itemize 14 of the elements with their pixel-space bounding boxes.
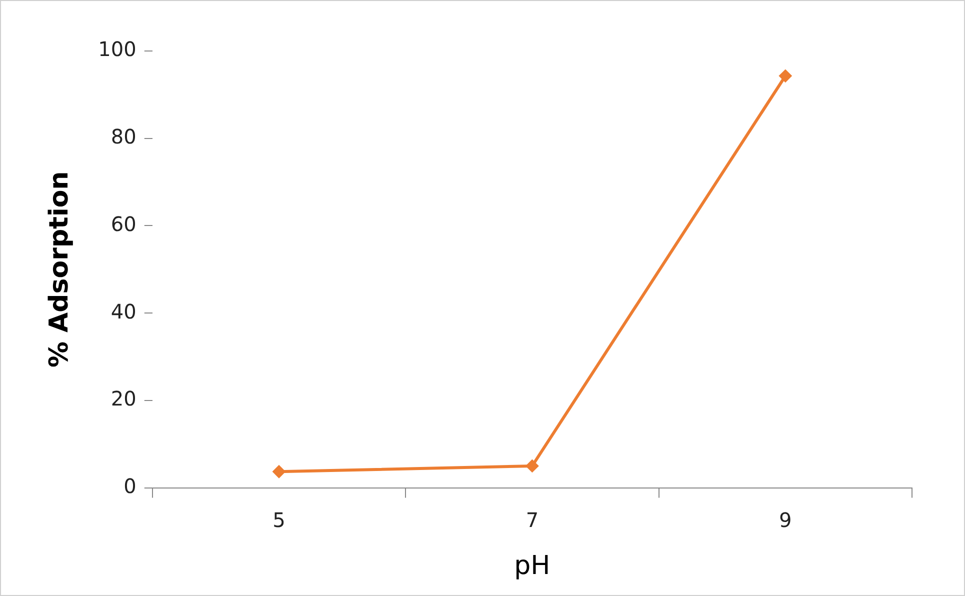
y-tick-label: 80: [110, 124, 136, 149]
x-tick-label: 7: [526, 508, 539, 532]
x-axis-title: pH: [514, 551, 550, 582]
y-tick-label: 40: [110, 299, 136, 324]
point: [272, 465, 286, 478]
y-axis-title: % Adsorption: [44, 171, 74, 368]
x-tick-label: 9: [779, 508, 792, 532]
y-tick-label: 20: [110, 386, 136, 411]
point: [526, 459, 539, 472]
point: [778, 69, 792, 82]
x-tick-label: 5: [272, 508, 286, 532]
y-tick-label: 100: [98, 37, 136, 62]
y-tick-label: 0: [124, 474, 136, 498]
y-tick-label: 60: [110, 212, 136, 236]
